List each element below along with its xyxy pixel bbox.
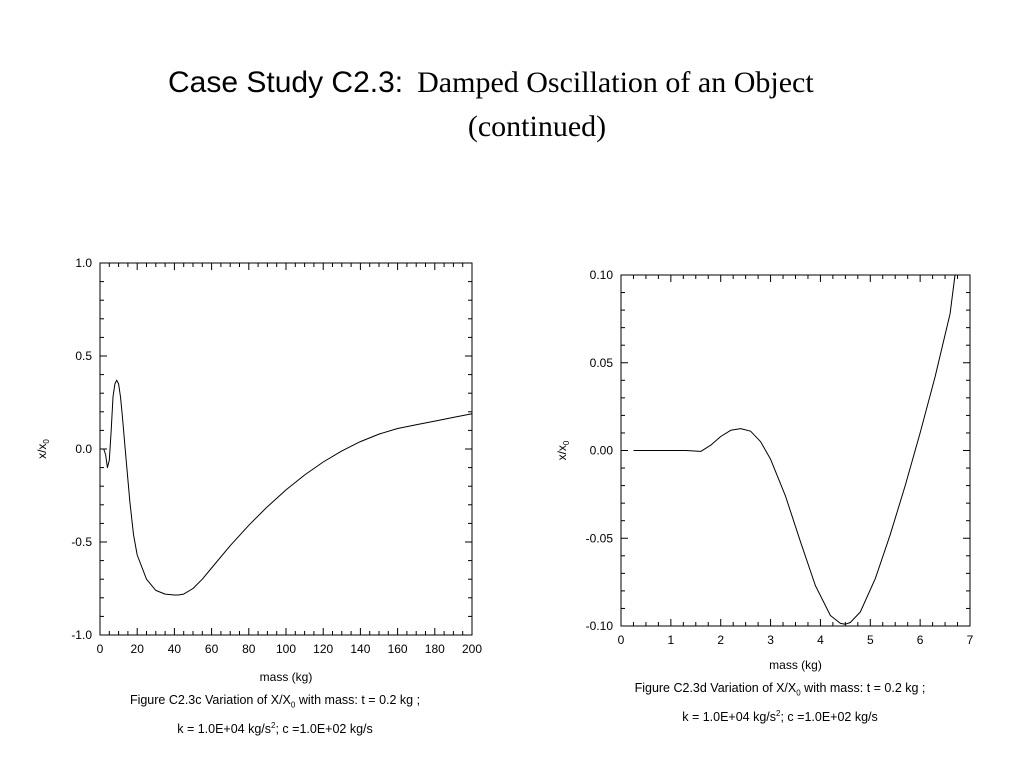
x-tick-label: 100 [276,642,296,656]
caption-right-sub: 0 [796,688,801,698]
y-axis-label: x/x0 [35,439,51,459]
y-axis-label-main: x/x [555,445,569,460]
x-tick-label: 0 [618,633,625,647]
x-axis-label: mass (kg) [260,670,313,684]
x-axis-label: mass (kg) [769,658,822,672]
x-tick-label: 120 [313,642,333,656]
x-tick-label: 4 [817,633,824,647]
caption-right-sup: 2 [776,708,781,718]
series-line [633,274,956,625]
y-tick-label: 0.00 [590,444,614,458]
title-prefix: Case Study C2.3: [168,66,404,99]
y-tick-label: -0.05 [586,531,614,545]
x-tick-label: 5 [867,633,874,647]
x-tick-label: 20 [131,642,145,656]
y-tick-label: 1.0 [75,256,92,270]
caption-right-rest: with mass: t = 0.2 kg ; [800,681,926,695]
y-tick-label: 0.10 [590,268,614,282]
x-tick-label: 1 [668,633,675,647]
caption-left-k: k = 1.0E+04 kg/s [177,721,272,736]
title-line-1: Case Study C2.3: Damped Oscillation of an… [168,66,814,100]
y-tick-label: 0.0 [75,442,92,456]
caption-left-figure: Figure C2.3c Variation of X/X [129,693,291,707]
x-tick-label: 0 [97,642,104,656]
y-tick-label: -1.0 [71,628,92,642]
x-tick-label: 160 [388,642,408,656]
title-continued: (continued) [467,110,607,143]
caption-left: Figure C2.3c Variation of X/X0 with mass… [60,690,490,739]
y-tick-label: -0.10 [586,619,614,633]
caption-left-rest: with mass: t = 0.2 kg ; [295,693,421,707]
caption-right-c: ; c =1.0E+02 kg/s [780,709,878,724]
x-tick-label: 3 [767,633,774,647]
y-tick-label: 0.5 [75,349,92,363]
caption-right-line-1: Figure C2.3d Variation of X/X0 with mass… [570,678,990,704]
x-tick-label: 6 [917,633,924,647]
x-tick-label: 60 [205,642,219,656]
y-axis-label-sub: 0 [562,440,571,445]
caption-right: Figure C2.3d Variation of X/X0 with mass… [570,678,990,727]
caption-left-sub: 0 [290,700,296,710]
x-tick-label: 2 [717,633,724,647]
x-tick-label: 140 [350,642,370,656]
caption-left-line-1: Figure C2.3c Variation of X/X0 with mass… [60,690,490,716]
x-tick-label: 40 [168,642,182,656]
y-tick-label: 0.05 [590,356,614,370]
y-axis-label-sub: 0 [42,439,51,444]
y-axis-label: x/x0 [555,440,571,460]
x-tick-label: 180 [425,642,445,656]
x-tick-label: 7 [967,633,974,647]
caption-left-c: ; c =1.0E+02 kg/s [275,721,373,736]
caption-right-k: k = 1.0E+04 kg/s [682,709,777,724]
caption-right-figure: Figure C2.3d Variation of X/X [634,681,797,695]
x-tick-label: 80 [242,642,256,656]
caption-left-sup: 2 [271,720,276,730]
title-main: Damped Oscillation of an Object [417,66,814,99]
caption-left-line-2: k = 1.0E+04 kg/s2; c =1.0E+02 kg/s [60,716,490,739]
caption-right-line-2: k = 1.0E+04 kg/s2; c =1.0E+02 kg/s [570,704,990,727]
x-tick-label: 200 [462,642,482,656]
series-line [101,379,473,596]
y-axis-label-main: x/x [35,444,49,459]
y-tick-label: -0.5 [71,535,92,549]
